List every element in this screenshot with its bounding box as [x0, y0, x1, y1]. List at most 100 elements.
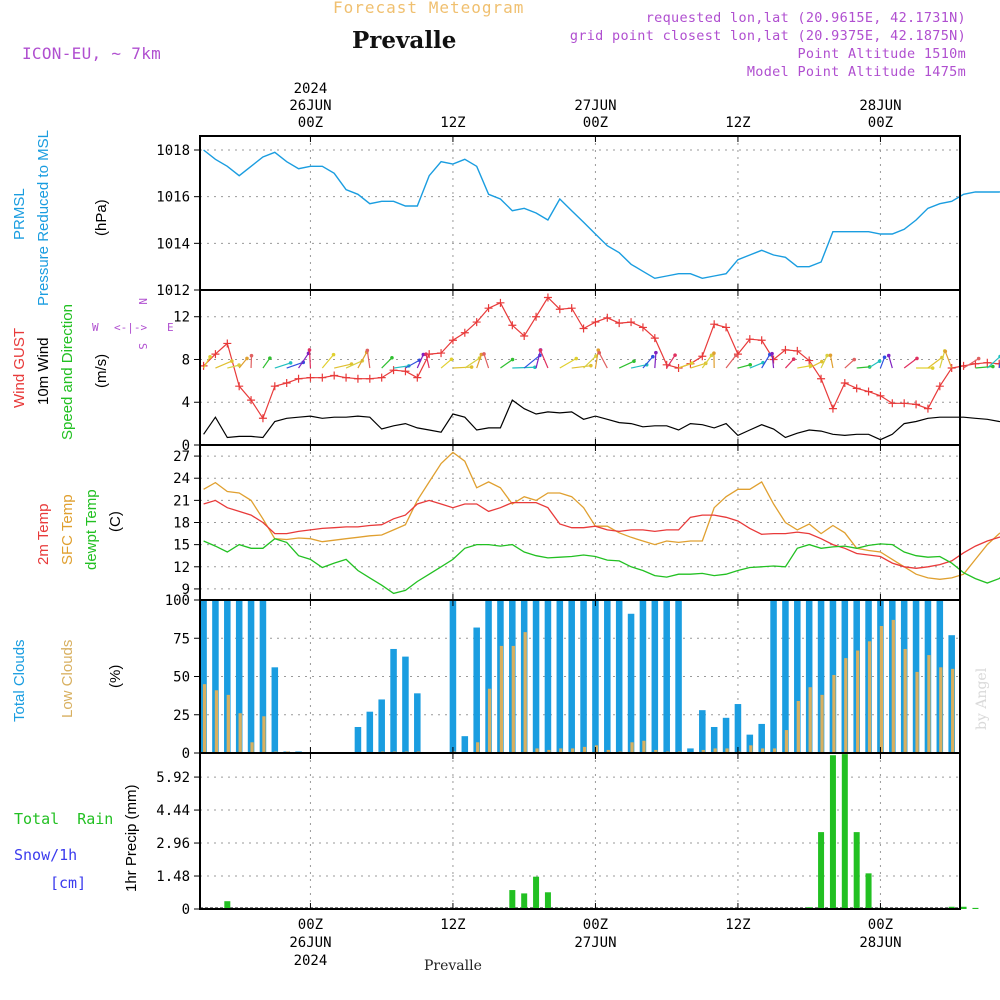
wind-direction-arrow	[630, 364, 647, 369]
gust-marker	[745, 335, 754, 344]
gust-marker	[781, 345, 790, 354]
wind-ytick-label: 0	[182, 438, 190, 454]
wind-arrow-head	[482, 352, 486, 356]
gust-marker	[235, 382, 244, 391]
total-cloud-bar	[627, 613, 635, 753]
total-cloud-bar	[710, 726, 718, 753]
clouds-ytick-label: 0	[182, 746, 190, 762]
low-cloud-bar	[654, 749, 658, 753]
gust-marker	[638, 323, 647, 332]
wind-direction-arrow	[227, 364, 240, 369]
snow-label: Snow/1h	[14, 846, 77, 864]
wind-direction-arrow	[944, 351, 953, 369]
wind-arrow-head	[390, 355, 394, 360]
wind-direction-arrow	[654, 352, 657, 369]
precip-bar	[960, 906, 967, 909]
wind-direction-arrow	[829, 355, 834, 369]
low-cloud-bar	[856, 650, 860, 753]
temp2m-label: 2m Temp	[35, 504, 52, 565]
grid-point-coords: grid point closest lon,lat (20.9375E, 42…	[569, 28, 966, 44]
total-cloud-bar	[354, 726, 362, 753]
wind10m-line	[203, 399, 1000, 441]
wind-direction-arrow	[357, 351, 368, 369]
time-label-bottom: 12Z	[725, 917, 750, 933]
wind-direction-arrow	[642, 356, 654, 369]
gust-marker	[437, 349, 446, 358]
gust-marker	[817, 374, 826, 383]
time-label-bottom: 2024	[294, 953, 328, 969]
wind-direction-arrow	[381, 357, 393, 369]
time-label-bottom: 12Z	[440, 917, 465, 933]
wind-arrow-head	[424, 352, 428, 356]
wind-arrow-head	[230, 359, 234, 363]
wind-arrow-head	[882, 355, 887, 360]
gust-marker	[353, 374, 362, 383]
gust-marker	[460, 328, 469, 337]
wind-direction-arrow	[571, 365, 591, 369]
gust-marker	[888, 399, 897, 408]
total-cloud-bar	[485, 600, 492, 753]
precip-bar	[818, 832, 825, 909]
temp2m-line	[203, 499, 1000, 569]
time-label-top: 00Z	[298, 115, 323, 131]
wind-direction-arrow	[808, 361, 823, 369]
wind-direction-arrow	[771, 353, 775, 369]
wind-direction-arrow	[761, 354, 771, 369]
data-layer	[199, 149, 1000, 909]
gust-marker	[342, 373, 351, 382]
gust-marker	[710, 320, 719, 329]
wind-direction-arrow	[286, 361, 304, 369]
low-cloud-bar	[879, 626, 884, 753]
precip-bar	[948, 906, 955, 909]
gust-marker	[543, 293, 552, 302]
pressure-labels: PRMSL Pressure Reduced to MSL (hPa)	[11, 130, 110, 306]
gust-marker	[935, 382, 944, 391]
wind-speed-dir-label: Speed and Direction	[59, 304, 76, 440]
wind-arrow-head	[237, 363, 241, 367]
low-cloud-bar	[784, 730, 789, 753]
gust-marker	[840, 379, 849, 387]
wind-arrow-head	[249, 353, 254, 358]
time-label-bottom: 26JUN	[289, 935, 331, 951]
wind-direction-arrow	[666, 354, 676, 369]
wind-arrow-head	[469, 365, 474, 369]
gust-marker	[484, 304, 493, 313]
wind-direction-arrow	[308, 349, 312, 369]
wind-direction-arrow	[797, 365, 811, 369]
clouds-unit-label: (%)	[107, 665, 124, 688]
gust-marker	[365, 374, 374, 383]
precip-bar	[853, 832, 860, 909]
wind-direction-arrow	[903, 357, 918, 369]
total-cloud-bar	[259, 600, 267, 753]
wind-arrow-head	[510, 357, 515, 362]
footer-station: Prevalle	[424, 958, 482, 974]
wind-direction-arrow	[939, 350, 946, 369]
temperature-ytick-label: 21	[173, 493, 190, 509]
wind-direction-arrow	[690, 362, 706, 369]
gust-marker	[294, 374, 303, 383]
compass-n: N	[136, 298, 149, 305]
gust-marker	[591, 318, 600, 327]
time-label-top: 00Z	[583, 115, 608, 131]
compass-core: <-|->	[114, 321, 147, 334]
wind-unit-label: (m/s)	[93, 354, 110, 388]
wind-arrow-head	[449, 357, 454, 362]
precipitation-ytick-label: 2.96	[156, 836, 190, 852]
total-cloud-bar	[663, 600, 670, 753]
total-cloud-bar	[247, 600, 255, 753]
wind-arrow-head	[943, 349, 948, 354]
wind-arrow-head	[712, 351, 716, 356]
wind-arrow-head	[421, 352, 426, 357]
gust-marker	[413, 373, 422, 382]
low-cloud-bar	[713, 748, 717, 753]
total-cloud-bar	[568, 600, 575, 753]
total-cloud-bar	[473, 627, 480, 753]
total-cloud-bar	[449, 600, 457, 753]
time-label-top: 00Z	[868, 115, 893, 131]
precip-bar	[509, 890, 516, 909]
total-cloud-bar	[615, 600, 623, 753]
total-cloud-bar	[651, 600, 659, 753]
gust-marker	[270, 382, 279, 391]
precip-bar	[841, 754, 848, 909]
faded-title: Forecast Meteogram	[333, 0, 525, 17]
